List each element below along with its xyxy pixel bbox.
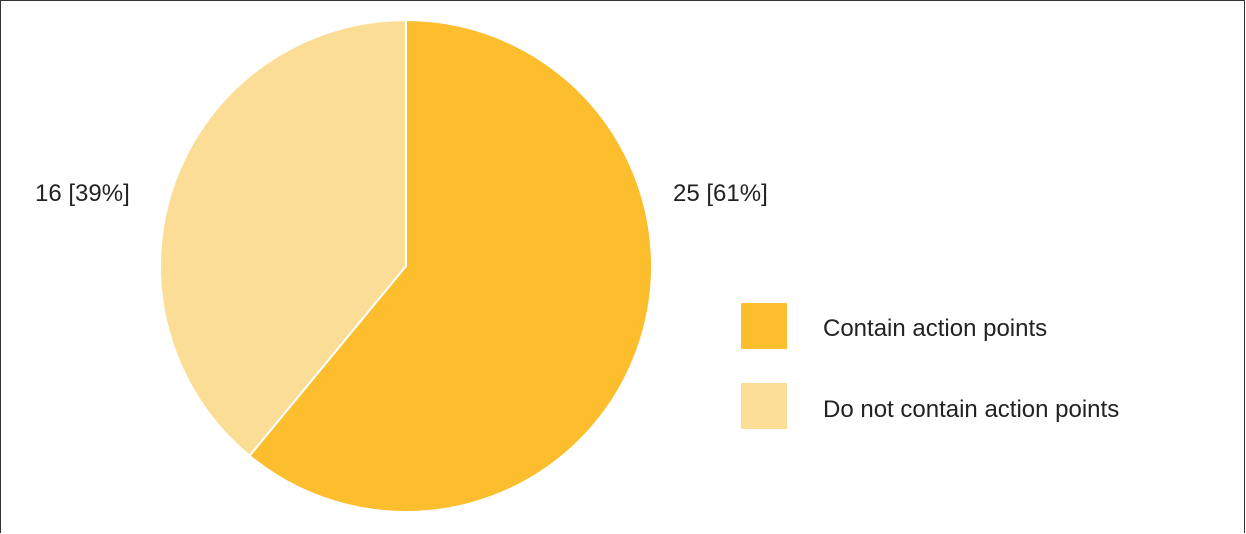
pie-slices xyxy=(160,20,652,512)
legend: Contain action points Do not contain act… xyxy=(741,303,1119,429)
slice-label-do-not-contain: 16 [39%] xyxy=(35,180,130,207)
legend-swatch-contain xyxy=(741,303,787,349)
legend-label-do-not-contain: Do not contain action points xyxy=(823,396,1119,423)
legend-swatch-do-not-contain xyxy=(741,383,787,429)
slice-label-contain: 25 [61%] xyxy=(673,180,768,207)
legend-label-contain: Contain action points xyxy=(823,315,1047,342)
